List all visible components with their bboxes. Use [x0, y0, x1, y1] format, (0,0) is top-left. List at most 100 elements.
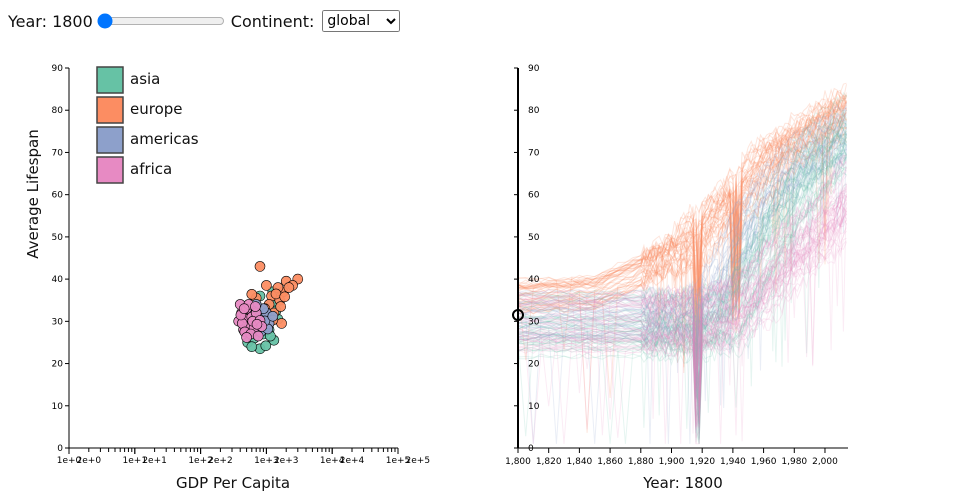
life-line-africa: [517, 170, 847, 313]
life-line-europe: [517, 118, 847, 345]
scatter-points: [233, 261, 304, 355]
life-line-asia: [517, 126, 847, 396]
scatter-point-africa: [241, 332, 252, 343]
scatter-x-tick-label: 1e+1: [123, 456, 148, 466]
life-line-africa: [517, 213, 847, 424]
life-line-europe: [517, 92, 847, 361]
life-line-asia: [517, 152, 847, 444]
life-line-europe: [517, 93, 847, 354]
life-line-africa: [517, 197, 847, 429]
scatter-x-tick-label: 1e+3: [254, 456, 279, 466]
life-line-americas: [517, 156, 847, 387]
life-line-europe: [517, 126, 847, 348]
life-line-europe: [517, 100, 847, 294]
line-y-tick-label: 10: [528, 402, 540, 412]
life-line-americas: [517, 149, 847, 424]
scatter-y-tick-label: 40: [52, 275, 64, 285]
current-year-marker: [512, 309, 524, 321]
life-line-americas: [517, 102, 847, 337]
line-x-tick-label: 1,800: [505, 457, 531, 467]
life-line-africa: [517, 210, 847, 424]
life-line-americas: [517, 117, 847, 380]
scatter-x-tick-label: 1e+5: [386, 456, 411, 466]
scatter-x-tick-label: 1e+0: [57, 456, 82, 466]
scatter-y-tick-label: 70: [52, 148, 64, 158]
life-line-asia: [517, 162, 847, 440]
scatter-point-asia: [260, 340, 272, 352]
life-line-europe: [517, 113, 847, 374]
life-line-asia: [517, 121, 847, 398]
life-line-asia: [517, 168, 847, 444]
life-line-asia: [517, 143, 847, 410]
life-line-europe: [517, 134, 847, 365]
scatter-x-tick-label: 1e+2: [188, 456, 213, 466]
scatter-point-africa: [252, 330, 264, 342]
line-series: [517, 82, 847, 445]
life-line-africa: [517, 188, 847, 317]
life-line-americas: [517, 127, 847, 370]
life-line-asia: [517, 117, 847, 380]
life-line-asia: [517, 130, 847, 408]
life-line-americas: [517, 133, 847, 357]
year-slider[interactable]: [96, 13, 225, 29]
life-line-africa: [517, 213, 847, 445]
life-line-europe: [517, 98, 847, 310]
life-line-africa: [517, 166, 847, 332]
life-line-americas: [517, 149, 847, 444]
scatter-legend: asia europe americas africa: [96, 66, 199, 184]
continent-select[interactable]: globalasiaeuropeamericasafrica: [322, 10, 401, 32]
life-line-asia: [517, 117, 847, 327]
life-line-europe: [517, 107, 847, 297]
life-line-europe: [517, 97, 847, 329]
life-line-africa: [517, 185, 847, 415]
life-line-europe: [517, 96, 847, 323]
life-line-asia: [517, 153, 847, 429]
life-line-africa: [517, 190, 847, 401]
life-line-asia: [517, 134, 847, 390]
line-y-tick-label: 20: [528, 360, 540, 370]
legend-swatch-europe: [96, 96, 124, 124]
life-line-europe: [517, 91, 847, 319]
line-x-axis-title: Year: 1800: [642, 474, 723, 492]
scatter-y-tick-label: 0: [57, 444, 63, 454]
life-line-africa: [517, 159, 847, 374]
life-line-asia: [517, 141, 847, 382]
life-line-americas: [517, 125, 847, 444]
life-line-asia: [517, 156, 847, 435]
life-line-europe: [517, 109, 847, 346]
line-x-tick-label: 1,880: [628, 457, 654, 467]
life-line-africa: [517, 193, 847, 329]
line-x-tick-label: 1,900: [659, 457, 685, 467]
life-line-africa: [517, 205, 847, 436]
life-line-asia: [517, 129, 847, 423]
life-line-asia: [517, 137, 847, 343]
life-line-africa: [517, 230, 847, 407]
life-line-asia: [517, 121, 847, 381]
scatter-point-africa: [250, 301, 261, 312]
legend-swatch-americas: [96, 126, 124, 154]
life-line-europe: [517, 97, 847, 351]
life-line-americas: [517, 139, 847, 406]
life-line-europe: [517, 112, 847, 335]
scatter-y-tick-label: 80: [52, 106, 64, 116]
life-line-americas: [517, 139, 847, 444]
life-line-africa: [517, 167, 847, 391]
life-line-asia: [517, 134, 847, 428]
life-line-europe: [517, 101, 847, 322]
life-line-africa: [517, 195, 847, 428]
line-y-tick-label: 0: [528, 444, 534, 454]
line-chart: 0 10 20 30 40 50 60 70 80 90 1,800 1,820 1,840 1,860…: [505, 64, 848, 492]
line-y-tick-label: 40: [528, 275, 540, 285]
life-line-africa: [517, 184, 847, 398]
life-line-europe: [517, 100, 847, 323]
life-line-europe: [517, 110, 847, 307]
life-line-americas: [517, 121, 847, 399]
life-line-americas: [517, 106, 847, 349]
life-line-africa: [517, 187, 847, 403]
scatter-x-axis-title: GDP Per Capita: [176, 474, 290, 492]
life-line-europe: [517, 82, 847, 297]
life-line-europe: [517, 118, 847, 337]
life-line-asia: [517, 140, 847, 386]
life-line-americas: [517, 146, 847, 395]
life-line-asia: [517, 133, 847, 439]
